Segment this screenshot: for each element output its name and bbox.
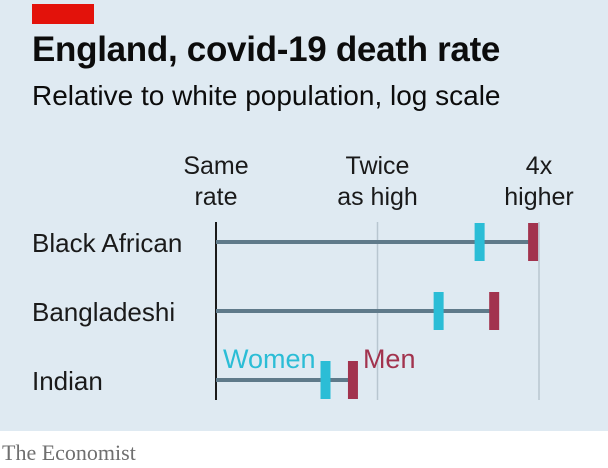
- women-marker: [320, 361, 331, 399]
- category-label: Bangladeshi: [32, 297, 175, 327]
- tick-label: 4x: [526, 152, 553, 180]
- tick-label: rate: [194, 183, 237, 211]
- men-annotation: Men: [363, 344, 416, 374]
- tick-label: Same: [183, 152, 248, 180]
- brand-tag: [32, 4, 94, 24]
- category-label: Black African: [32, 228, 182, 258]
- women-annotation: Women: [223, 344, 316, 374]
- chart-subtitle: Relative to white population, log scale: [32, 80, 501, 111]
- tick-label: higher: [504, 183, 574, 211]
- tick-label: Twice: [346, 152, 410, 180]
- women-marker: [433, 292, 444, 330]
- dot-chart: Same rate Twice as high 4x higher Black Africa…: [32, 152, 574, 400]
- women-marker: [474, 223, 485, 261]
- men-marker: [489, 292, 500, 330]
- men-marker: [528, 223, 539, 261]
- men-marker: [347, 361, 358, 399]
- tick-label: as high: [337, 183, 418, 211]
- chart-panel: [0, 0, 608, 431]
- source-footer: The Economist: [2, 440, 136, 465]
- category-label: Indian: [32, 366, 103, 396]
- chart-title: England, covid-19 death rate: [32, 30, 501, 69]
